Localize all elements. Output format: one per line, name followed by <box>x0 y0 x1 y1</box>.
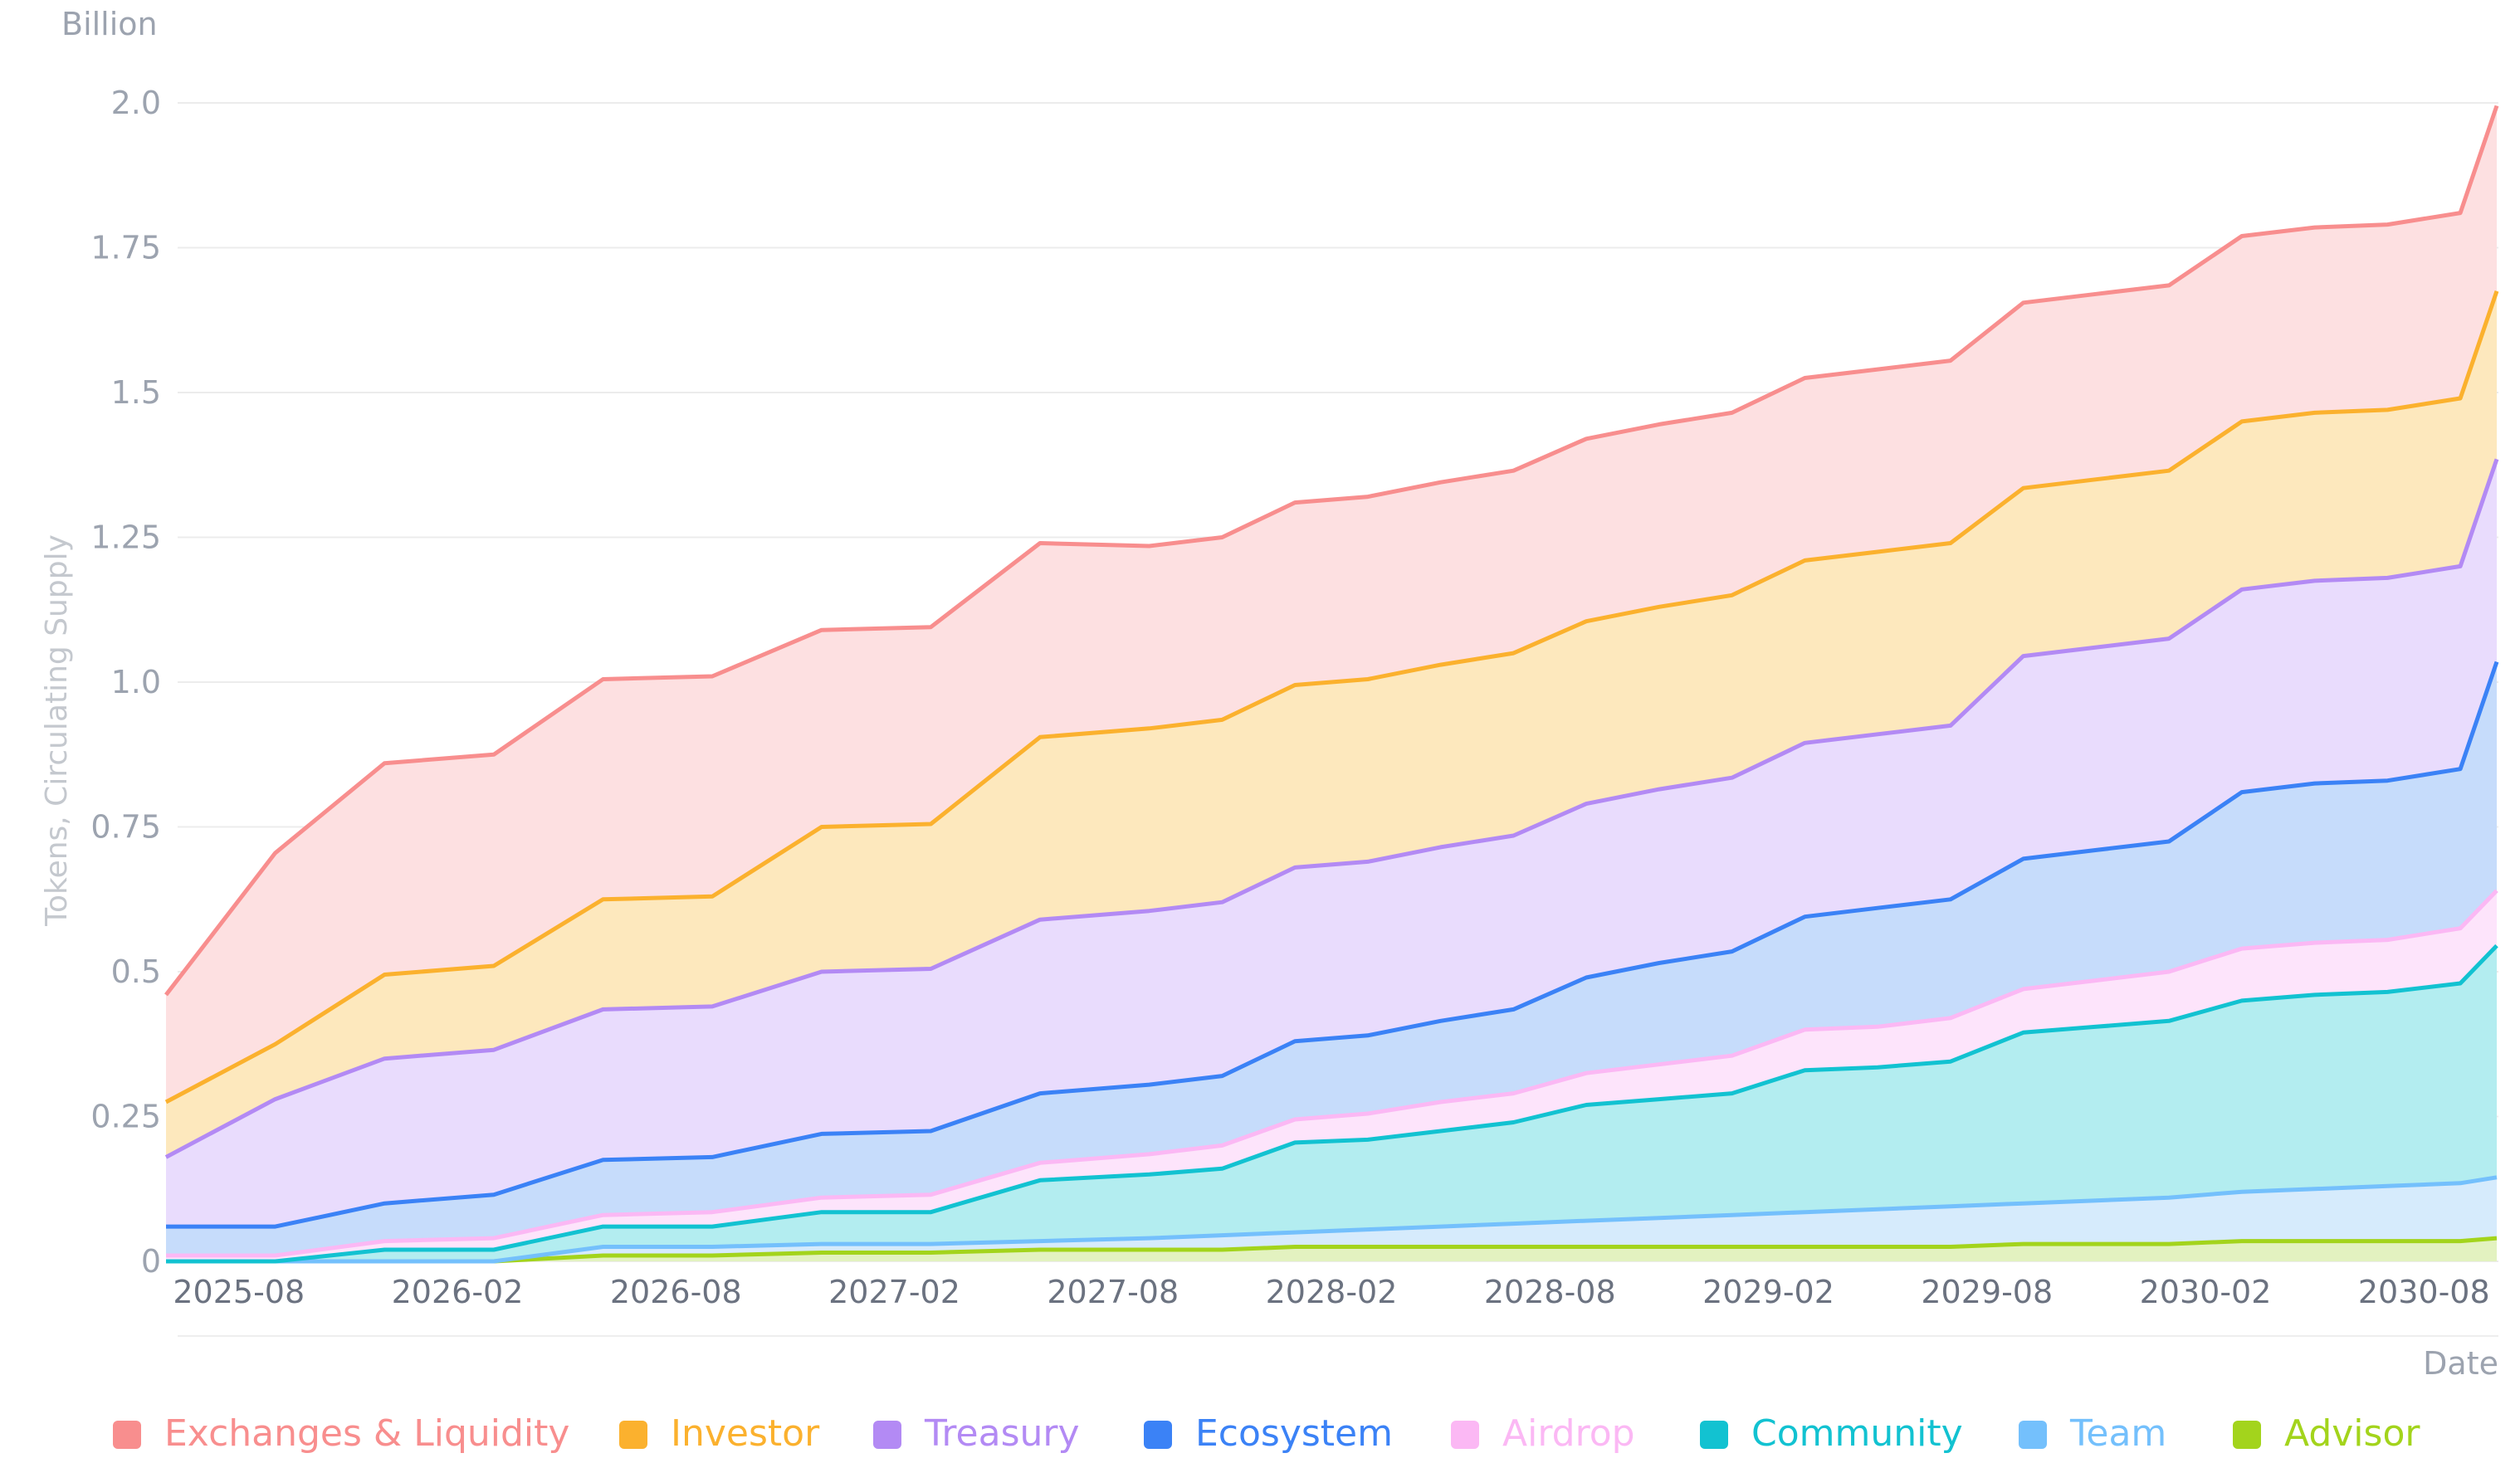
y-unit-label: Billion <box>61 6 158 42</box>
line-treasury <box>164 458 2499 1159</box>
x-tick-label: 2028-08 <box>1484 1274 1616 1310</box>
legend-swatch <box>2233 1421 2261 1449</box>
x-tick-labels: 2025-08 2026-02 2026-08 2027-02 2027-08 2028-… <box>173 1274 2489 1310</box>
y-tick-label: 0.25 <box>90 1099 161 1135</box>
y-tick-label: 0.5 <box>111 953 161 990</box>
legend-label: Exchanges & Liquidity <box>164 1412 569 1454</box>
legend-swatch <box>619 1421 647 1449</box>
legend-item-airdrop[interactable]: Airdrop <box>1451 1412 1635 1455</box>
legend-label: Treasury <box>924 1412 1080 1454</box>
legend-item-team[interactable]: Team <box>2019 1412 2166 1455</box>
line-exchanges-and-liquidity <box>164 105 2499 997</box>
legend-swatch <box>113 1421 141 1449</box>
y-tick-label: 1.5 <box>111 374 161 411</box>
area-team <box>166 1177 2497 1261</box>
legend-label: Airdrop <box>1502 1412 1635 1454</box>
legend-label: Investor <box>671 1412 820 1454</box>
legend: Exchanges & Liquidity Investor Treasury Eco… <box>113 1412 2420 1455</box>
area-layer <box>166 105 2497 1261</box>
y-axis-title: Tokens, Circulating Supply <box>40 534 74 927</box>
y-tick-label: 0.75 <box>90 809 161 846</box>
legend-item-exchanges-and-liquidity[interactable]: Exchanges & Liquidity <box>113 1412 569 1455</box>
y-tick-labels: 0 0.25 0.5 0.75 1.0 1.25 1.5 1.75 2.0 <box>90 85 161 1280</box>
area-ecosystem <box>166 661 2497 1256</box>
line-ecosystem <box>166 661 2499 1229</box>
line-investor <box>164 290 2499 1104</box>
area-treasury <box>166 459 2497 1227</box>
legend-label: Ecosystem <box>1195 1412 1393 1454</box>
legend-item-ecosystem[interactable]: Ecosystem <box>1144 1412 1393 1455</box>
area-exchanges-and-liquidity <box>166 105 2497 1102</box>
line-layer <box>164 105 2499 1264</box>
x-tick-label: 2029-08 <box>1921 1274 2053 1310</box>
line-team <box>166 1175 2498 1264</box>
area-community <box>166 945 2497 1261</box>
legend-label: Community <box>1751 1412 1963 1454</box>
y-tick-label: 2.0 <box>111 85 161 121</box>
x-tick-label: 2027-08 <box>1047 1274 1179 1310</box>
x-axis-title: Date <box>2423 1345 2498 1382</box>
x-tick-label: 2027-02 <box>828 1274 960 1310</box>
line-advisor <box>166 1236 2498 1264</box>
y-tick-label: 0 <box>141 1243 161 1280</box>
y-tick-label: 1.25 <box>90 519 161 556</box>
legend-item-treasury[interactable]: Treasury <box>873 1412 1080 1455</box>
x-tick-label: 2028-02 <box>1266 1274 1398 1310</box>
x-tick-label: 2030-08 <box>2358 1274 2490 1310</box>
legend-item-community[interactable]: Community <box>1700 1412 1963 1455</box>
y-tick-label: 1.75 <box>90 230 161 266</box>
legend-swatch <box>1144 1421 1172 1449</box>
legend-swatch <box>873 1421 901 1449</box>
legend-swatch <box>1451 1421 1479 1449</box>
legend-label: Team <box>2069 1412 2166 1454</box>
line-community <box>166 944 2498 1264</box>
x-tick-label: 2029-02 <box>1702 1274 1834 1310</box>
y-tick-label: 1.0 <box>111 664 161 700</box>
x-tick-label: 2030-02 <box>2140 1274 2272 1310</box>
x-tick-label: 2026-08 <box>610 1274 742 1310</box>
legend-item-investor[interactable]: Investor <box>619 1412 820 1455</box>
legend-swatch <box>1700 1421 1728 1449</box>
legend-swatch <box>2019 1421 2047 1449</box>
area-investor <box>166 290 2497 1158</box>
line-airdrop <box>166 889 2498 1258</box>
legend-item-advisor[interactable]: Advisor <box>2233 1412 2420 1455</box>
x-tick-label: 2026-02 <box>392 1274 524 1310</box>
legend-label: Advisor <box>2284 1412 2420 1454</box>
x-tick-label: 2025-08 <box>173 1274 305 1310</box>
